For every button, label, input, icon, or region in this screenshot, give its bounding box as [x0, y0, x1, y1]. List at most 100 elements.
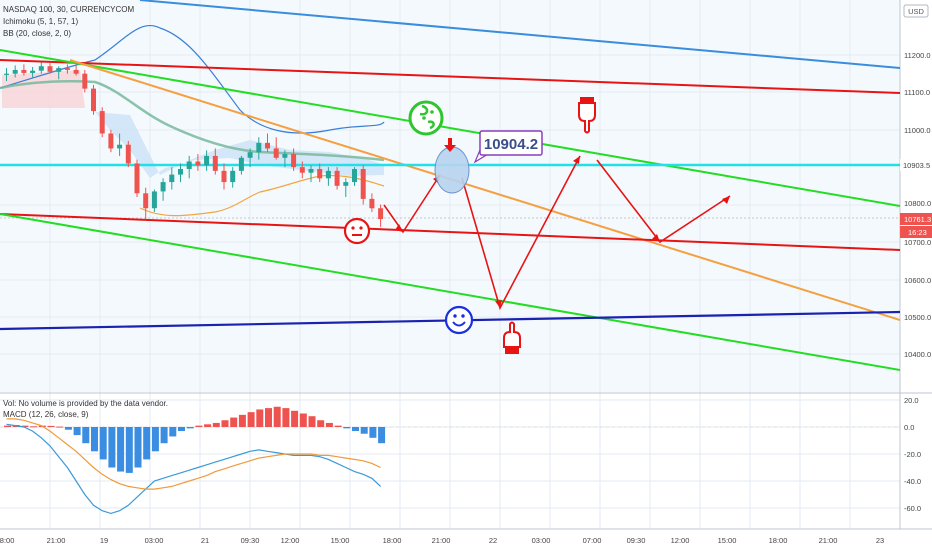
candle-body: [308, 168, 314, 173]
candle-body: [30, 70, 36, 73]
candles-group: [4, 62, 384, 227]
target-ellipse: [434, 146, 470, 194]
time-tick: 21:00: [432, 536, 451, 545]
candle-body: [73, 69, 79, 74]
macd-histogram-bar: [64, 427, 72, 430]
time-tick: 03:00: [145, 536, 164, 545]
time-tick: 18:00: [0, 536, 14, 545]
green-trendline-lower: [0, 213, 900, 371]
candle-body: [82, 73, 88, 89]
grid-lines: [0, 0, 900, 528]
candle-body: [21, 69, 27, 73]
macd-histogram-bar: [47, 425, 55, 427]
ichimoku-cloud-pink: [2, 70, 85, 108]
macd-histogram-bar: [230, 417, 238, 427]
macd-histogram-bar: [21, 425, 29, 427]
last-price-label: 10761.3: [904, 215, 931, 224]
macd-tick: -40.0: [904, 477, 921, 486]
price-tick: 10700.0: [904, 238, 931, 247]
macd-histogram-bar: [186, 427, 194, 429]
candle-body: [108, 133, 114, 149]
macd-histogram-bar: [265, 408, 272, 427]
time-tick: 09:30: [627, 536, 646, 545]
arrowhead-4: [573, 156, 580, 164]
macd-histogram-bar: [360, 427, 368, 434]
candle-body: [204, 155, 210, 166]
candle-body: [38, 66, 44, 71]
macd-axis[interactable]: 20.0 0.0 -20.0 -40.0 -60.0: [904, 396, 921, 513]
candle-body: [221, 170, 227, 183]
macd-histogram-bar: [204, 424, 212, 427]
pointing-hand-icon: [503, 321, 521, 354]
countdown-label-bg: [900, 226, 932, 238]
macd-histogram-bar: [91, 427, 98, 452]
candle-body: [195, 161, 201, 166]
candle-body: [56, 68, 62, 72]
orange-trendline: [69, 59, 900, 321]
time-tick: 15:00: [331, 536, 350, 545]
arrowhead-3: [495, 300, 502, 308]
price-tick: 10400.0: [904, 350, 931, 359]
candle-body: [12, 69, 18, 74]
red-trendline-upper: [0, 59, 900, 94]
macd-histogram-bar: [343, 427, 351, 429]
ichimoku-legend: Ichimoku (5, 1, 57, 1): [3, 17, 78, 26]
candle-body: [238, 157, 244, 171]
countdown-label: 16:23: [908, 228, 927, 237]
blue-trendline: [139, 0, 900, 69]
time-axis[interactable]: 18:00 21:00 19 03:00 21 09:30 12:00 15:00 18:00 2…: [0, 536, 884, 545]
candle-body: [247, 152, 253, 158]
macd-histogram-bar: [99, 427, 107, 460]
blue-happy-face-icon: [444, 305, 474, 335]
time-tick: 18:00: [383, 536, 402, 545]
currency-badge[interactable]: USD: [903, 4, 929, 18]
candle-body: [369, 198, 375, 209]
candle-body: [360, 168, 366, 199]
macd-tick: 0.0: [904, 423, 914, 432]
candle-body: [186, 161, 192, 169]
time-tick: 12:00: [671, 536, 690, 545]
time-tick: 23: [876, 536, 884, 545]
time-tick: 09:30: [241, 536, 260, 545]
macd-tick: -60.0: [904, 504, 921, 513]
macd-histogram-bar: [308, 416, 316, 427]
time-tick: 19: [100, 536, 108, 545]
candle-body: [212, 155, 218, 171]
time-tick: 18:00: [769, 536, 788, 545]
candle-body: [47, 66, 53, 72]
time-tick: 22: [489, 536, 497, 545]
price-callout: 10904.2: [473, 130, 543, 164]
macd-histogram-bar: [212, 422, 220, 427]
candle-body: [99, 111, 105, 134]
candle-body: [273, 148, 279, 158]
macd-legend: MACD (12, 26, close, 9): [3, 410, 89, 419]
symbol-legend: NASDAQ 100, 30, CURRENCYCOM: [3, 5, 134, 14]
ichimoku-cloud-blue: [95, 112, 384, 178]
arrowhead-6: [722, 196, 730, 204]
price-tick: 10500.0: [904, 313, 931, 322]
candle-body: [134, 163, 140, 194]
macd-tick: 20.0: [904, 396, 919, 405]
price-axis[interactable]: 11200.0 11100.0 11000.0 10800.0 10700.0 …: [900, 51, 932, 359]
bb-lower-band: [139, 174, 385, 217]
time-tick: 21: [201, 536, 209, 545]
pointing-hand-down-icon: [578, 97, 596, 134]
macd-histogram-bar: [221, 420, 229, 427]
macd-histogram-bar: [317, 420, 325, 427]
candle-body: [230, 170, 236, 183]
time-tick: 21:00: [819, 536, 838, 545]
candle-body: [178, 168, 183, 175]
candle-body: [352, 168, 357, 183]
cyan-price-label: 10903.5: [903, 161, 930, 170]
macd-histogram-bar: [247, 412, 255, 427]
macd-histogram-bar: [134, 427, 142, 468]
macd-histogram-bar: [369, 427, 377, 438]
cyan-price-label-bg: [900, 159, 932, 171]
macd-histogram-bar: [195, 425, 203, 427]
macd-histogram-bar: [352, 427, 359, 432]
callout-text: 10904.2: [484, 136, 538, 153]
macd-histogram-bar: [299, 413, 307, 427]
candle-body: [143, 193, 149, 209]
candle-body: [64, 68, 70, 70]
